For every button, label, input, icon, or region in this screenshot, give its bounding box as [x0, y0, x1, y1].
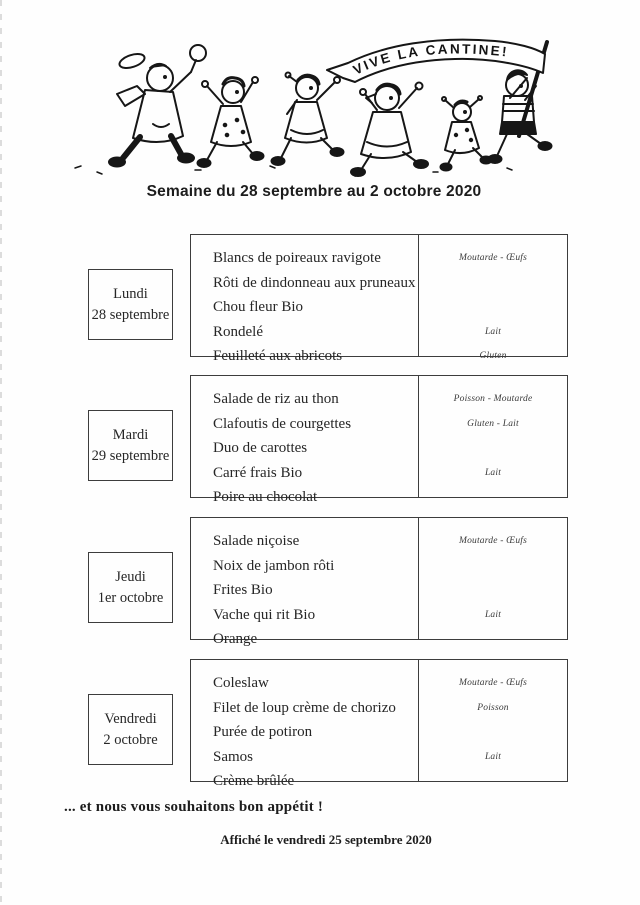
- dish: Vache qui rit Bio: [213, 606, 316, 623]
- allergen: Moutarde - Œufs: [458, 253, 528, 263]
- day-label-jeudi: Jeudi 1er octobre: [88, 552, 173, 623]
- allergen: Lait: [484, 467, 502, 478]
- banner-ribbon: [326, 38, 546, 83]
- allergen-column: Moutarde - Œufs Lait: [418, 518, 567, 639]
- allergen: Poisson - Moutarde: [453, 394, 533, 404]
- day-block-mardi: Mardi 29 septembre Salade de riz au thon…: [0, 375, 640, 505]
- dish: Salade niçoise: [213, 533, 300, 549]
- allergen: [419, 295, 567, 320]
- day-block-vendredi: Vendredi 2 octobre Coleslaw Filet de lou…: [0, 659, 640, 789]
- dish: Purée de potiron: [213, 724, 313, 741]
- day-date: 2 octobre: [103, 731, 158, 748]
- dish: Coleslaw: [213, 675, 269, 691]
- runner-girl-2: [270, 71, 345, 166]
- day-label-lundi: Lundi 28 septembre: [88, 269, 173, 340]
- dish-column: Salade de riz au thon Clafoutis de courg…: [191, 376, 418, 505]
- dish: Rôti de dindonneau aux pruneaux: [213, 274, 416, 291]
- allergen: Gluten: [479, 351, 507, 362]
- allergen-column: Poisson - Moutarde Gluten - Lait Lait: [418, 376, 567, 497]
- allergen: [419, 485, 567, 510]
- page-title: Semaine du 28 septembre au 2 octobre 202…: [146, 183, 482, 200]
- runner-boy: [487, 69, 553, 164]
- runner-girl-3: [350, 81, 429, 177]
- allergen: [419, 271, 567, 296]
- dish: Feuilleté aux abricots: [213, 348, 343, 365]
- dish: Filet de loup crème de chorizo: [213, 699, 396, 716]
- dish-column: Coleslaw Filet de loup crème de chorizo …: [191, 660, 418, 789]
- menu-box-lundi: Blancs de poireaux ravigote Rôti de dind…: [190, 234, 568, 364]
- dish: Chou fleur Bio: [213, 299, 303, 316]
- day-date: 29 septembre: [91, 447, 170, 464]
- allergen: Poisson: [477, 702, 509, 713]
- dish-column: Blancs de poireaux ravigote Rôti de dind…: [191, 235, 418, 364]
- dish: Duo de carottes: [213, 440, 308, 457]
- day-name: Jeudi: [115, 568, 146, 585]
- running-children-illustration: VIVE LA CANTINE!: [74, 38, 553, 177]
- allergen: [419, 554, 567, 579]
- scan-artifact-edge: [0, 0, 2, 905]
- allergen: [419, 578, 567, 603]
- dish: Carré frais Bio: [213, 464, 303, 481]
- runner-girl-1: [196, 76, 265, 168]
- day-name: Vendredi: [104, 710, 157, 727]
- runner-cook: [108, 44, 207, 168]
- dish-column: Salade niçoise Noix de jambon rôti Frite…: [191, 518, 418, 647]
- header-illustration: VIVE LA CANTINE!: [55, 30, 570, 178]
- ground-speckles: [74, 165, 513, 177]
- dish: Orange: [213, 631, 258, 648]
- dish: Frites Bio: [213, 582, 273, 599]
- dish: Salade de riz au thon: [213, 391, 339, 407]
- dish: Samos: [213, 748, 254, 765]
- dish: Blancs de poireaux ravigote: [213, 250, 381, 266]
- dish: Noix de jambon rôti: [213, 557, 335, 574]
- day-date: 28 septembre: [91, 306, 170, 323]
- menu-box-mardi: Salade de riz au thon Clafoutis de courg…: [190, 375, 568, 505]
- day-date: 1er octobre: [97, 589, 164, 606]
- day-label-vendredi: Vendredi 2 octobre: [88, 694, 173, 765]
- allergen: [419, 436, 567, 461]
- allergen: Lait: [484, 609, 502, 620]
- allergen: [419, 769, 567, 794]
- dish: Rondelé: [213, 323, 263, 340]
- allergen: Moutarde - Œufs: [458, 536, 528, 546]
- day-block-jeudi: Jeudi 1er octobre Salade niçoise Noix de…: [0, 517, 640, 647]
- day-block-lundi: Lundi 28 septembre Blancs de poireaux ra…: [0, 234, 640, 364]
- allergen: [419, 720, 567, 745]
- day-label-mardi: Mardi 29 septembre: [88, 410, 173, 481]
- menu-box-vendredi: Coleslaw Filet de loup crème de chorizo …: [190, 659, 568, 789]
- dish: Poire au chocolat: [213, 489, 318, 506]
- allergen: Lait: [484, 751, 502, 762]
- dish: Crème brûlée: [213, 773, 295, 790]
- allergen: Moutarde - Œufs: [458, 678, 528, 688]
- day-name: Mardi: [112, 426, 149, 443]
- menu-box-jeudi: Salade niçoise Noix de jambon rôti Frite…: [190, 517, 568, 647]
- footer-message: ... et nous vous souhaitons bon appétit …: [64, 799, 324, 815]
- posted-date: Affiché le vendredi 25 septembre 2020: [220, 832, 432, 847]
- runner-girl-4: [439, 95, 493, 172]
- allergen: Gluten - Lait: [467, 418, 519, 429]
- allergen-column: Moutarde - Œufs Lait Gluten: [418, 235, 567, 361]
- dish: Clafoutis de courgettes: [213, 415, 352, 432]
- allergen: Lait: [484, 326, 502, 337]
- allergen: [419, 627, 567, 652]
- day-name: Lundi: [113, 285, 148, 302]
- allergen-column: Moutarde - Œufs Poisson Lait: [418, 660, 567, 781]
